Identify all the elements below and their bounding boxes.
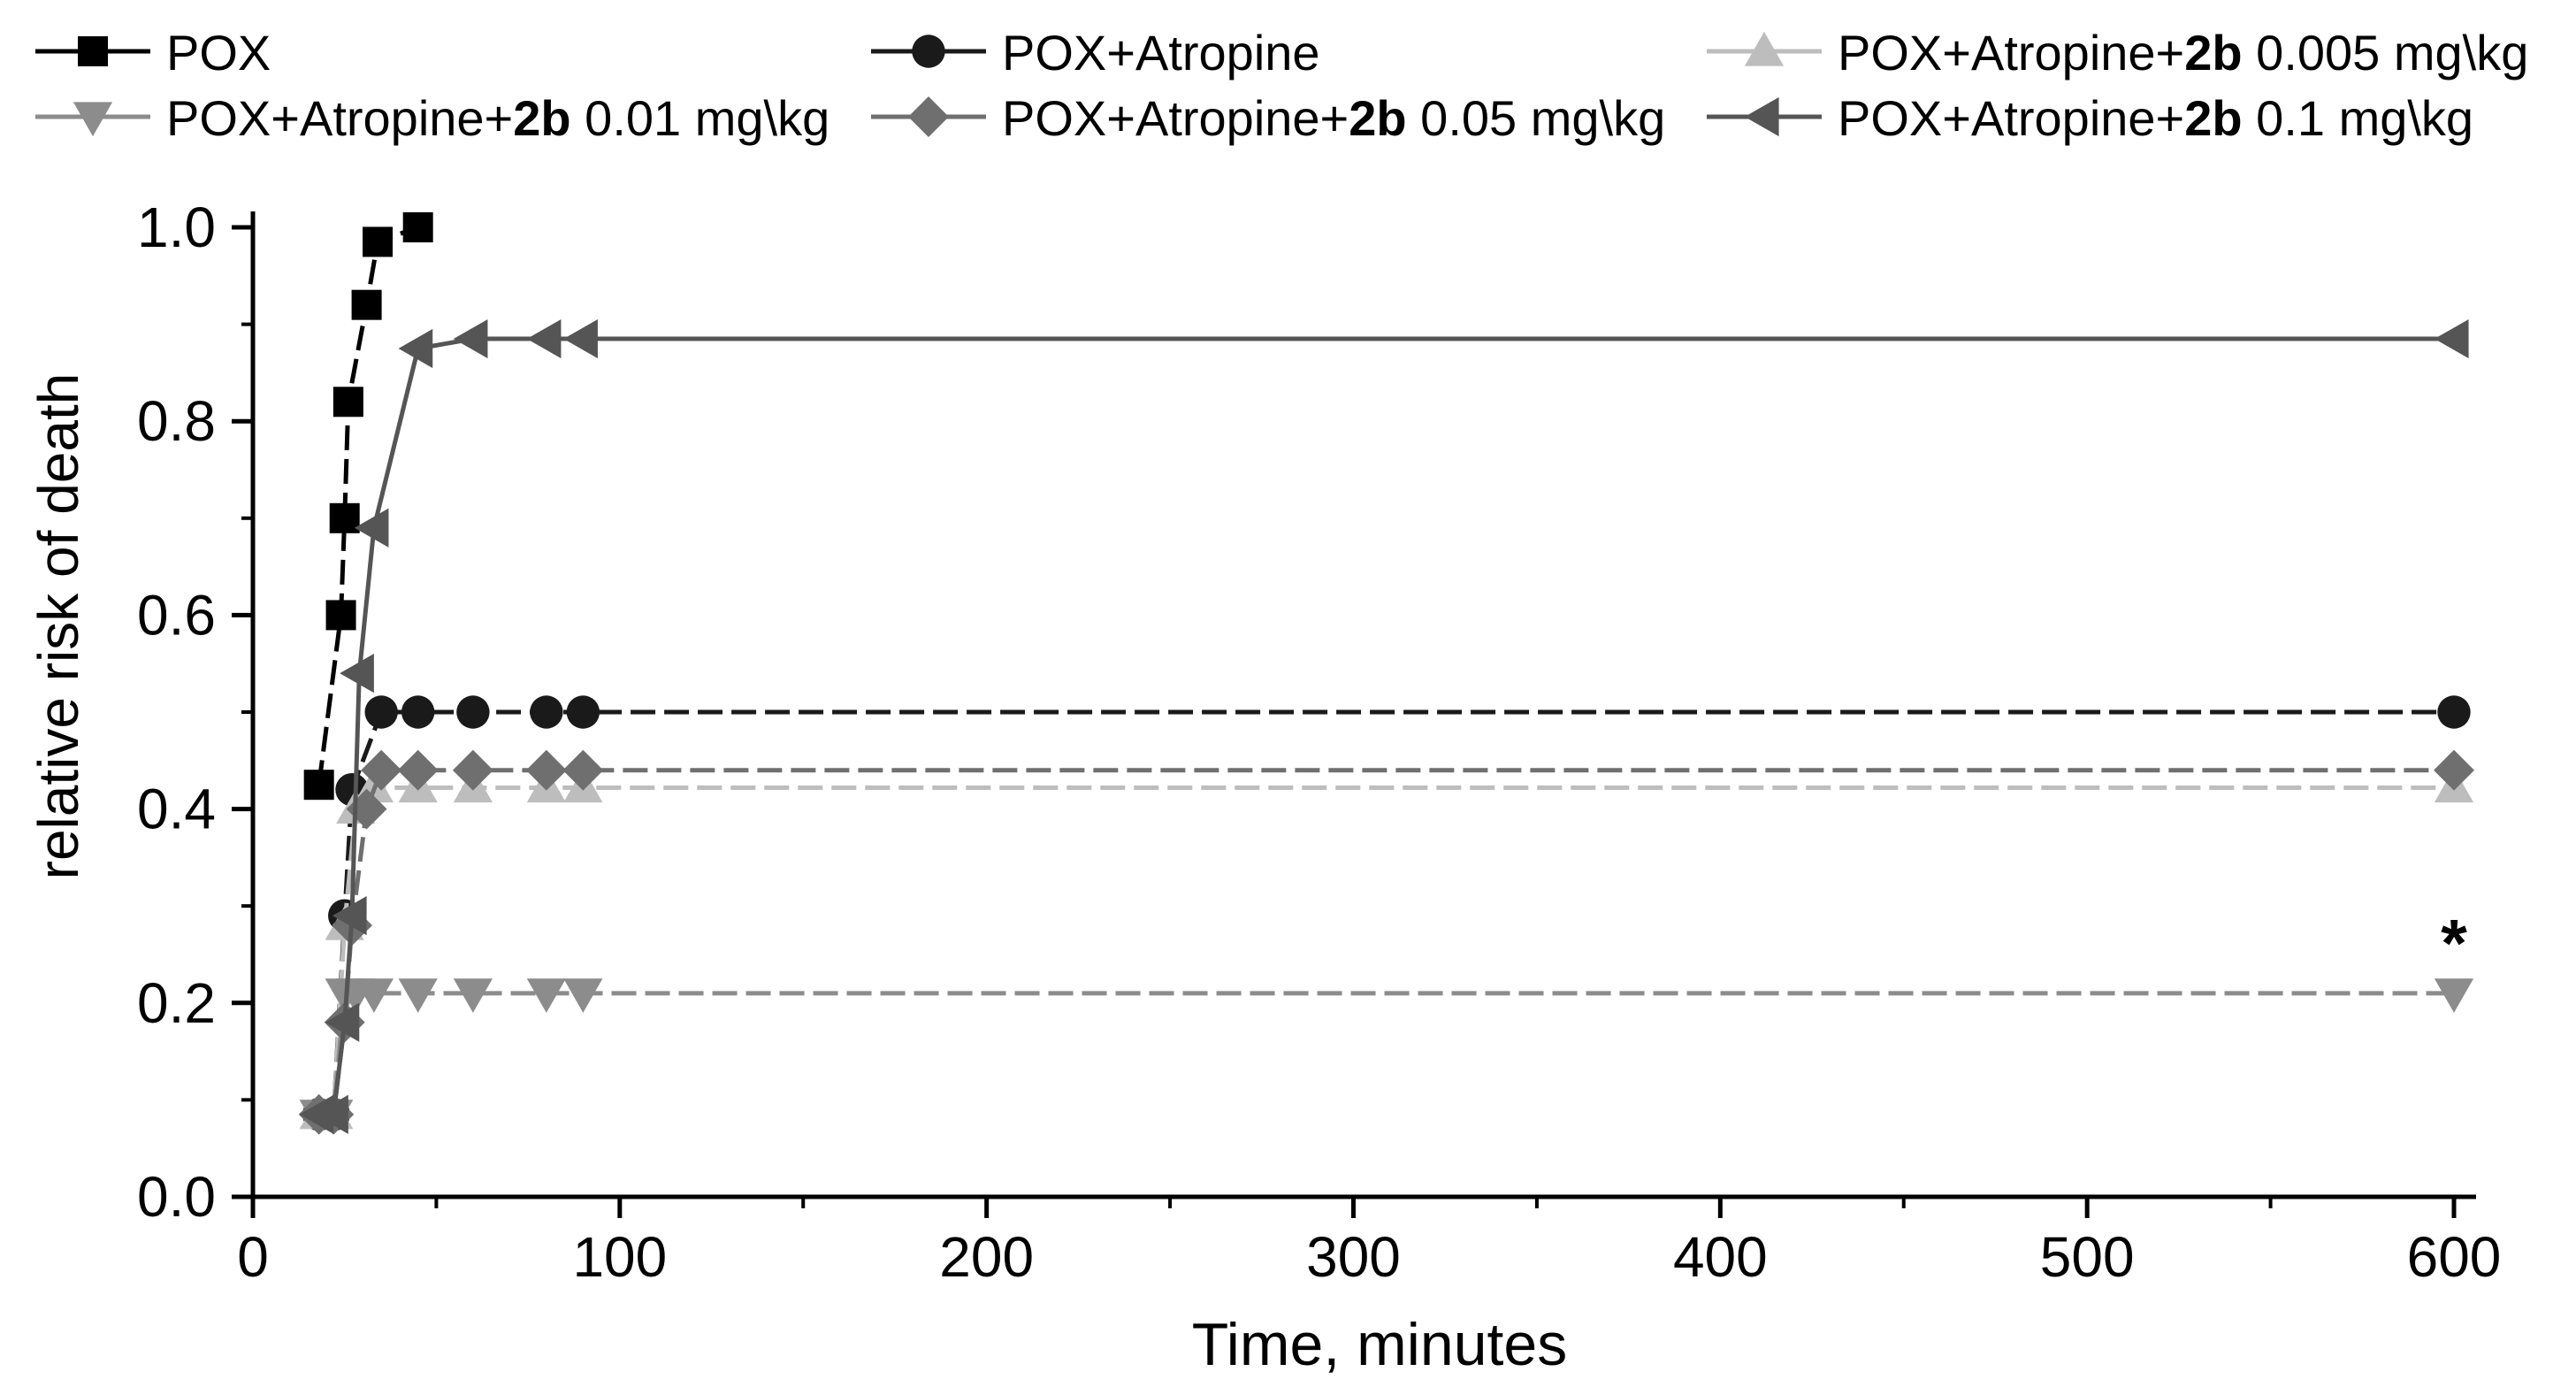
legend-label: POX+Atropine [1002,25,1320,80]
x-tick-label: 200 [939,1225,1034,1289]
legend-label-suffix: 0.005 mg\kg [2243,25,2529,80]
data-point [402,212,433,242]
data-point [452,749,493,791]
legend-label-bold: 2b [2184,90,2242,146]
legend-swatch-marker [78,36,108,66]
data-point [397,749,439,791]
data-point [2437,695,2471,729]
series-line [318,336,2454,1117]
data-point [354,978,394,1013]
data-point [333,387,363,418]
data-point [401,695,435,729]
legend-swatch-marker [912,34,945,68]
data-point [456,695,490,729]
legend-label-bold: 2b [2184,25,2242,80]
data-point [314,1094,348,1134]
data-point [2434,749,2474,791]
data-point [325,1002,360,1042]
legend-item-2: POX+Atropine [871,25,1320,80]
data-point [563,318,598,359]
data-point [329,502,360,533]
series-5 [298,749,2474,1135]
legend-label-suffix: 0.01 mg\kg [571,90,830,146]
legend-label-bold: 2b [1349,90,1406,146]
data-point [566,695,600,729]
x-tick-label: 600 [2407,1225,2502,1289]
y-axis-label: relative risk of death [27,373,90,880]
legend-label-prefix: POX+Atropine+ [166,90,513,146]
y-tick-label: 0.2 [137,971,216,1035]
data-point [354,508,389,548]
legend-item-3: POX+Atropine+2b 0.005 mg\kg [1707,25,2528,80]
data-point [562,749,604,791]
data-point [398,978,438,1013]
annotations: * [2441,907,2467,982]
legend-label-prefix: POX+Atropine+ [1838,90,2184,146]
y-tick-label: 0.4 [137,778,216,841]
legend-swatch-marker [1744,96,1779,137]
legend-swatch-marker [908,96,949,137]
x-axis-label: Time, minutes [1192,1311,1567,1378]
x-tick-label: 300 [1306,1225,1401,1289]
data-point [525,749,567,791]
data-point [332,896,367,936]
data-point [453,978,493,1013]
legend-label: POX+Atropine+2b 0.1 mg\kg [1838,90,2473,146]
series-3 [299,768,2474,1130]
y-tick-label: 0.0 [137,1165,216,1229]
legend-label-bold: 2b [513,90,570,146]
data-point [363,226,394,257]
legend-label: POX+Atropine+2b 0.005 mg\kg [1838,25,2528,80]
data-point [364,695,398,729]
legend-label-suffix: 0.1 mg\kg [2243,90,2473,146]
y-tick-label: 1.0 [137,195,216,259]
data-point [2434,978,2474,1013]
x-tick-label: 100 [572,1225,667,1289]
series-2 [302,695,2471,1131]
legend-label: POX [166,25,271,80]
legend-item-4: POX+Atropine+2b 0.01 mg\kg [35,90,829,146]
data-point [340,654,374,694]
x-tick-label: 0 [237,1225,269,1289]
plot-area: 0 100 200 300 400 500 600 0.0 0.2 0.4 0.6 0.8 1.0 * [137,195,2501,1289]
legend-label: POX+Atropine+2b 0.01 mg\kg [166,90,829,146]
data-point [361,749,402,791]
legend-item-1: POX [35,25,271,80]
data-point [563,978,603,1013]
legend-label-prefix: POX+Atropine [1002,25,1320,80]
series-layer [298,212,2474,1135]
data-point [325,600,356,631]
y-tick-label: 0.8 [137,389,216,453]
legend-swatch-marker [73,102,113,137]
data-point [526,978,566,1013]
axes: 0 100 200 300 400 500 600 0.0 0.2 0.4 0.6 0.8 1.0 [137,195,2501,1289]
legend-swatch-marker [1744,31,1785,66]
x-tick-label: 500 [2040,1225,2135,1289]
legend-label-prefix: POX+Atropine+ [1002,90,1349,146]
data-point [398,328,433,369]
legend-label: POX+Atropine+2b 0.05 mg\kg [1002,90,1665,146]
legend-label-prefix: POX+Atropine+ [1838,25,2184,80]
series-line [318,768,2454,1117]
series-6 [299,318,2469,1134]
x-tick-label: 400 [1673,1225,1768,1289]
legend: POX POX+Atropine POX+Atropine+2b 0.005 mg\… [35,25,2528,146]
data-point [351,289,382,320]
legend-item-6: POX+Atropine+2b 0.1 mg\kg [1707,90,2473,146]
significance-asterisk: * [2441,907,2467,982]
series-1 [303,212,433,801]
data-point [453,318,488,359]
data-point [303,770,334,801]
y-tick-label: 0.6 [137,583,216,647]
legend-label-prefix: POX [166,25,271,80]
data-point [526,318,562,359]
legend-item-5: POX+Atropine+2b 0.05 mg\kg [871,90,1665,146]
series-line [318,785,2454,1117]
series-line [318,991,2454,1117]
series-4 [299,978,2474,1134]
data-point [530,695,563,729]
legend-label-suffix: 0.05 mg\kg [1407,90,1666,146]
data-point [2434,318,2469,359]
